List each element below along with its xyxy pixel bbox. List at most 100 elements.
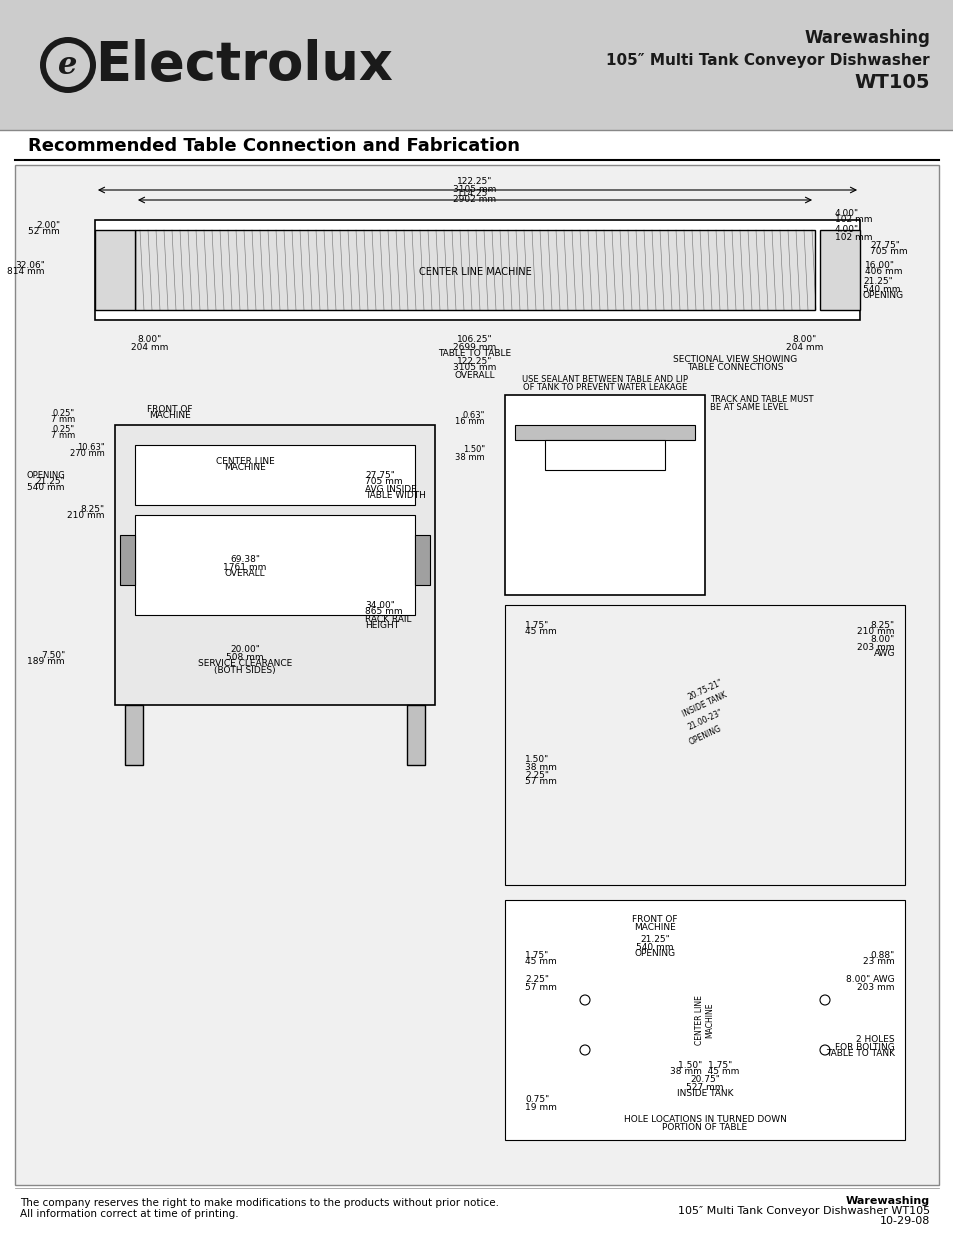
Text: 527 mm: 527 mm xyxy=(685,1083,723,1092)
Text: RACK RAIL: RACK RAIL xyxy=(365,615,411,624)
Text: SERVICE CLEARANCE: SERVICE CLEARANCE xyxy=(197,659,292,668)
Text: BE AT SAME LEVEL: BE AT SAME LEVEL xyxy=(709,403,787,411)
Text: FOR BOLTING: FOR BOLTING xyxy=(835,1042,894,1051)
Bar xyxy=(504,605,904,885)
Text: 3105 mm: 3105 mm xyxy=(453,363,497,373)
Text: 10.63": 10.63" xyxy=(77,443,105,452)
Text: OPENING: OPENING xyxy=(634,950,675,958)
Text: 38 mm: 38 mm xyxy=(524,762,557,772)
Text: 2.25": 2.25" xyxy=(524,976,548,984)
Text: 52 mm: 52 mm xyxy=(29,227,60,236)
Text: INSIDE TANK: INSIDE TANK xyxy=(680,690,728,719)
Text: 540 mm: 540 mm xyxy=(636,942,673,951)
Text: 21.00-23": 21.00-23" xyxy=(685,708,723,732)
Text: TRACK AND TABLE MUST: TRACK AND TABLE MUST xyxy=(709,395,813,405)
Text: 7.50": 7.50" xyxy=(41,651,65,659)
Text: 8.00": 8.00" xyxy=(870,636,894,645)
Text: 8.00": 8.00" xyxy=(138,336,162,345)
Text: AWG: AWG xyxy=(873,650,894,658)
Text: 3105 mm: 3105 mm xyxy=(453,185,497,194)
Text: 1.50": 1.50" xyxy=(524,756,549,764)
Bar xyxy=(544,440,664,471)
Text: 27.75": 27.75" xyxy=(869,241,899,249)
Text: 20.75-21": 20.75-21" xyxy=(685,678,723,701)
Text: CENTER LINE
MACHINE: CENTER LINE MACHINE xyxy=(695,995,714,1045)
Text: HEIGHT: HEIGHT xyxy=(365,621,398,631)
Text: FRONT OF: FRONT OF xyxy=(147,405,193,414)
Text: OPENING: OPENING xyxy=(862,291,903,300)
Text: 57 mm: 57 mm xyxy=(524,983,557,992)
Text: 210 mm: 210 mm xyxy=(857,627,894,636)
Bar xyxy=(15,165,938,1186)
Text: 4.00": 4.00" xyxy=(834,209,859,217)
Text: CENTER LINE: CENTER LINE xyxy=(215,457,274,466)
Bar xyxy=(407,705,424,764)
Text: 20.75": 20.75" xyxy=(689,1076,720,1084)
Text: 2 HOLES: 2 HOLES xyxy=(856,1035,894,1045)
Text: 204 mm: 204 mm xyxy=(785,342,822,352)
Text: PORTION OF TABLE: PORTION OF TABLE xyxy=(661,1123,747,1131)
Text: 19 mm: 19 mm xyxy=(524,1103,557,1112)
Text: 21.25": 21.25" xyxy=(639,935,669,945)
Text: CENTER LINE MACHINE: CENTER LINE MACHINE xyxy=(418,267,531,277)
Text: OPENING: OPENING xyxy=(27,471,65,479)
Text: 203 mm: 203 mm xyxy=(857,983,894,992)
Text: 270 mm: 270 mm xyxy=(71,450,105,458)
Text: OPENING: OPENING xyxy=(686,724,722,746)
Text: 540 mm: 540 mm xyxy=(28,483,65,492)
Text: MACHINE: MACHINE xyxy=(149,411,191,420)
Text: 2.00": 2.00" xyxy=(36,221,60,230)
Text: TABLE TO TABLE: TABLE TO TABLE xyxy=(438,350,511,358)
Text: 2699 mm: 2699 mm xyxy=(453,342,497,352)
Text: 2902 mm: 2902 mm xyxy=(453,195,497,205)
Text: 1.75": 1.75" xyxy=(524,951,549,960)
Text: OVERALL: OVERALL xyxy=(455,370,495,379)
Circle shape xyxy=(46,43,90,86)
Text: 1761 mm: 1761 mm xyxy=(223,562,267,572)
Text: 20.00": 20.00" xyxy=(230,646,259,655)
Text: 8.00" AWG: 8.00" AWG xyxy=(845,976,894,984)
Text: 203 mm: 203 mm xyxy=(857,642,894,652)
Bar xyxy=(504,395,704,595)
Text: WT105: WT105 xyxy=(854,73,929,91)
Text: OF TANK TO PREVENT WATER LEAKAGE: OF TANK TO PREVENT WATER LEAKAGE xyxy=(522,383,686,391)
Text: 38 mm  45 mm: 38 mm 45 mm xyxy=(670,1067,739,1077)
Text: 8.25": 8.25" xyxy=(81,505,105,515)
Text: 10-29-08: 10-29-08 xyxy=(879,1216,929,1226)
Text: 814 mm: 814 mm xyxy=(8,268,45,277)
Text: 114.25": 114.25" xyxy=(456,189,493,198)
Text: Recommended Table Connection and Fabrication: Recommended Table Connection and Fabrica… xyxy=(28,137,519,156)
Text: AVG INSIDE: AVG INSIDE xyxy=(365,484,416,494)
Text: OVERALL: OVERALL xyxy=(225,569,265,578)
Text: 105″ Multi Tank Conveyor Dishwasher: 105″ Multi Tank Conveyor Dishwasher xyxy=(606,53,929,68)
Bar xyxy=(135,515,415,615)
Bar xyxy=(0,0,953,130)
Bar xyxy=(125,705,143,764)
Text: SECTIONAL VIEW SHOWING: SECTIONAL VIEW SHOWING xyxy=(672,356,797,364)
Text: FRONT OF: FRONT OF xyxy=(632,915,677,925)
Polygon shape xyxy=(544,664,704,785)
Text: 2.25": 2.25" xyxy=(524,771,548,779)
Text: 23 mm: 23 mm xyxy=(862,957,894,967)
Text: TABLE CONNECTIONS: TABLE CONNECTIONS xyxy=(686,363,782,373)
Bar xyxy=(95,230,135,310)
Text: HOLE LOCATIONS IN TURNED DOWN: HOLE LOCATIONS IN TURNED DOWN xyxy=(623,1115,785,1125)
Text: 0.25": 0.25" xyxy=(52,426,75,435)
Text: 705 mm: 705 mm xyxy=(869,247,906,257)
Text: 27.75": 27.75" xyxy=(365,471,395,479)
Text: All information correct at time of printing.: All information correct at time of print… xyxy=(20,1209,238,1219)
Text: 865 mm: 865 mm xyxy=(365,608,402,616)
Bar xyxy=(115,425,435,705)
Text: 21.25": 21.25" xyxy=(35,477,65,485)
Text: TABLE TO TANK: TABLE TO TANK xyxy=(825,1050,894,1058)
Text: 540 mm: 540 mm xyxy=(862,284,900,294)
Text: 705 mm: 705 mm xyxy=(365,478,402,487)
Text: 508 mm: 508 mm xyxy=(226,652,264,662)
Bar xyxy=(820,230,859,310)
Text: 7 mm: 7 mm xyxy=(51,415,75,424)
Bar xyxy=(415,535,430,585)
Text: 210 mm: 210 mm xyxy=(68,511,105,520)
Bar xyxy=(135,230,814,310)
Text: 106.25": 106.25" xyxy=(456,336,493,345)
Text: 1.50": 1.50" xyxy=(462,446,484,454)
